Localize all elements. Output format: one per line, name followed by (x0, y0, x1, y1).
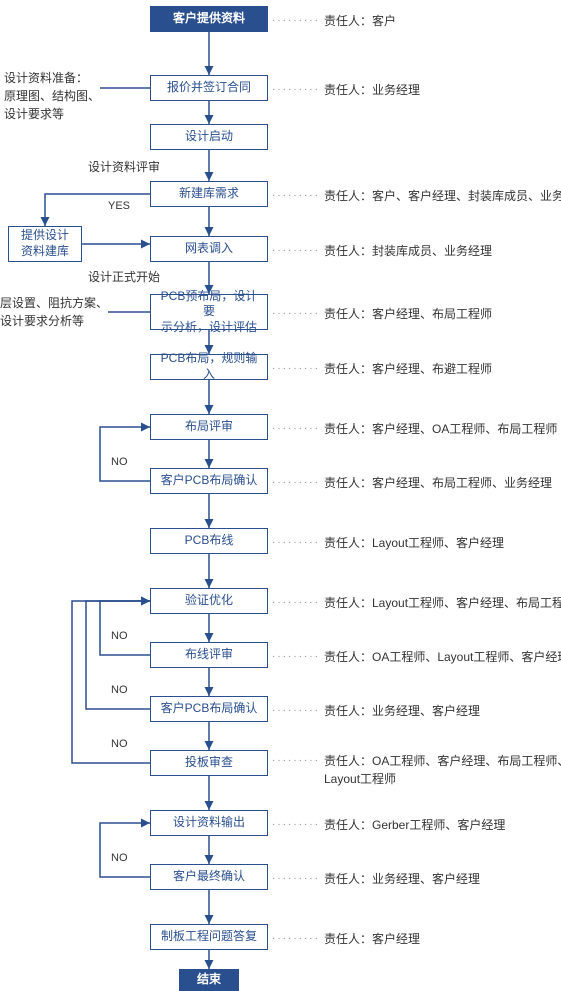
resp-n_layconf: 责任人：客户经理、布局工程师、业务经理 (324, 474, 552, 492)
leader-n_quote: ······························ (272, 84, 318, 95)
node-n_newlib: 新建库需求 (150, 181, 268, 207)
resp-n_layconf2: 责任人：业务经理、客户经理 (324, 702, 480, 720)
resp-n_issues: 责任人：客户经理 (324, 930, 420, 948)
node-n_layconf: 客户PCB布局确认 (150, 468, 268, 494)
node-n_fabrev: 投板审查 (150, 750, 268, 776)
leader-n_layconf: ······························ (272, 477, 318, 488)
node-n_kickoff: 设计启动 (150, 124, 268, 150)
flowchart-canvas: 客户提供资料报价并签订合同设计启动新建库需求提供设计资料建库 网表调入 PCB预布局… (0, 0, 561, 991)
node-n_end: 结束 (179, 969, 239, 991)
resp-n_route: 责任人：Layout工程师、客户经理 (324, 534, 504, 552)
resp-n_routerev: 责任人：OA工程师、Layout工程师、客户经理 (324, 648, 561, 666)
edgelabel-el_no5: NO (111, 852, 128, 864)
node-n_layout: PCB布局，规则输入 (150, 354, 268, 380)
resp-n_layrev: 责任人：客户经理、OA工程师、布局工程师 (324, 420, 557, 438)
resp-n_start: 责任人：客户 (324, 12, 396, 30)
leader-n_layout: ······························ (272, 363, 318, 374)
sidelabel-sl_layerset: 层设置、阻抗方案、设计要求分析等 (0, 294, 108, 330)
leader-n_newlib: ······························ (272, 190, 318, 201)
node-n_verify: 验证优化 (150, 588, 268, 614)
resp-n_prelayout: 责任人：客户经理、布局工程师 (324, 305, 492, 323)
node-n_netlist: 网表调入 (150, 236, 268, 262)
node-n_layrev: 布局评审 (150, 414, 268, 440)
edgelabel-el_no4: NO (111, 738, 128, 750)
leader-n_route: ······························ (272, 537, 318, 548)
node-n_sidelib: 提供设计资料建库 (8, 226, 82, 262)
node-n_issues: 制板工程问题答复 (150, 924, 268, 950)
node-n_quote: 报价并签订合同 (150, 75, 268, 101)
resp-n_verify: 责任人：Layout工程师、客户经理、布局工程师 (324, 594, 561, 612)
edgelabel-el_no2: NO (111, 630, 128, 642)
node-n_output: 设计资料输出 (150, 810, 268, 836)
resp-n_finalconf: 责任人：业务经理、客户经理 (324, 870, 480, 888)
edgelabel-el_yes: YES (108, 200, 130, 212)
leader-n_fabrev: ······························ (272, 755, 318, 766)
node-n_start: 客户提供资料 (150, 6, 268, 32)
node-n_route: PCB布线 (150, 528, 268, 554)
leader-n_start: ······························ (272, 15, 318, 26)
leader-n_verify: ······························ (272, 597, 318, 608)
node-n_routerev: 布线评审 (150, 642, 268, 668)
resp-n_output: 责任人：Gerber工程师、客户经理 (324, 816, 505, 834)
edgelabel-el_no3: NO (111, 684, 128, 696)
leader-n_issues: ······························ (272, 933, 318, 944)
leader-n_layconf2: ······························ (272, 705, 318, 716)
node-n_layconf2: 客户PCB布局确认 (150, 696, 268, 722)
resp-n_netlist: 责任人：封装库成员、业务经理 (324, 242, 492, 260)
sidelabel-sl_start: 设计正式开始 (88, 268, 160, 286)
leader-n_finalconf: ······························ (272, 873, 318, 884)
node-n_prelayout: PCB预布局，设计要示分析，设计评估 (150, 294, 268, 330)
leader-n_layrev: ······························ (272, 423, 318, 434)
edgelabel-el_no1: NO (111, 456, 128, 468)
leader-n_output: ······························ (272, 819, 318, 830)
resp-n_newlib: 责任人：客户、客户经理、封装库成员、业务经理 (324, 187, 561, 205)
leader-n_routerev: ······························ (272, 651, 318, 662)
flowchart-edges (0, 0, 561, 991)
sidelabel-sl_prep: 设计资料准备：原理图、结构图、设计要求等 (4, 69, 100, 123)
resp-n_quote: 责任人：业务经理 (324, 81, 420, 99)
node-n_finalconf: 客户最终确认 (150, 864, 268, 890)
resp-n_layout: 责任人：客户经理、布避工程师 (324, 360, 492, 378)
resp-n_fabrev: 责任人：OA工程师、客户经理、布局工程师、Layout工程师 (324, 752, 561, 788)
leader-n_netlist: ······························ (272, 245, 318, 256)
sidelabel-sl_review: 设计资料评审 (88, 158, 160, 176)
leader-n_prelayout: ······························ (272, 308, 318, 319)
